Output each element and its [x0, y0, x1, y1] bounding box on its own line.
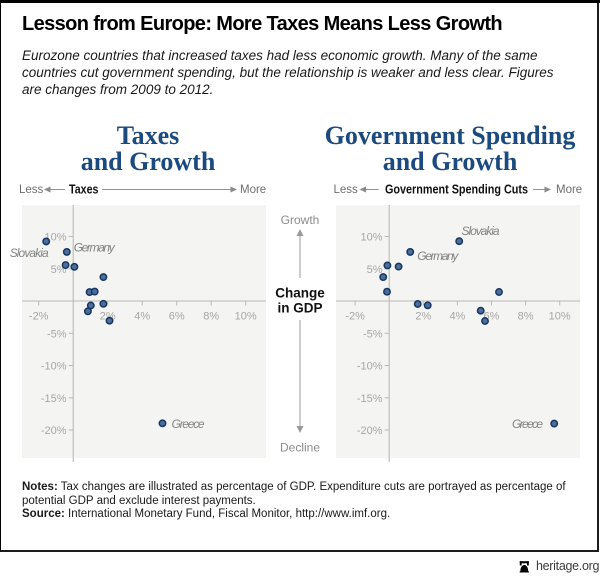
svg-text:-10%: -10%: [357, 361, 383, 373]
svg-text:Government Spending Cuts: Government Spending Cuts: [385, 183, 528, 197]
svg-text:10%: 10%: [235, 310, 257, 322]
svg-text:-15%: -15%: [357, 393, 383, 405]
svg-text:and Growth: and Growth: [383, 147, 518, 176]
svg-text:Change: Change: [275, 286, 325, 301]
svg-text:Greece: Greece: [512, 417, 543, 431]
svg-text:5%: 5%: [367, 264, 383, 276]
svg-text:Taxes: Taxes: [117, 121, 180, 150]
svg-text:2%: 2%: [415, 310, 431, 322]
svg-text:-20%: -20%: [357, 425, 383, 437]
svg-text:-5%: -5%: [47, 328, 67, 340]
svg-text:Government Spending: Government Spending: [325, 121, 576, 150]
svg-text:10%: 10%: [360, 232, 382, 244]
svg-text:Slovakia: Slovakia: [462, 224, 500, 238]
svg-text:8%: 8%: [518, 310, 534, 322]
svg-text:6%: 6%: [169, 310, 185, 322]
svg-text:4%: 4%: [449, 310, 465, 322]
svg-text:Germany: Germany: [74, 241, 116, 255]
svg-text:-20%: -20%: [41, 425, 67, 437]
svg-text:Decline: Decline: [280, 441, 320, 455]
svg-text:-5%: -5%: [363, 328, 383, 340]
svg-text:More: More: [240, 184, 266, 196]
svg-text:-2%: -2%: [345, 310, 365, 322]
svg-text:in GDP: in GDP: [277, 301, 322, 316]
svg-text:Greece: Greece: [172, 417, 205, 431]
svg-text:Less: Less: [19, 184, 44, 196]
svg-text:Less: Less: [334, 184, 359, 196]
svg-text:-15%: -15%: [41, 393, 67, 405]
svg-text:Growth: Growth: [281, 213, 320, 227]
svg-text:8%: 8%: [203, 310, 219, 322]
svg-text:Slovakia: Slovakia: [10, 246, 49, 260]
svg-text:-2%: -2%: [29, 310, 49, 322]
svg-text:10%: 10%: [549, 310, 571, 322]
svg-text:-10%: -10%: [41, 361, 67, 373]
svg-text:4%: 4%: [134, 310, 150, 322]
svg-text:Taxes: Taxes: [69, 183, 99, 197]
svg-text:Germany: Germany: [417, 249, 459, 263]
svg-text:More: More: [556, 184, 582, 196]
svg-text:and Growth: and Growth: [81, 147, 216, 176]
